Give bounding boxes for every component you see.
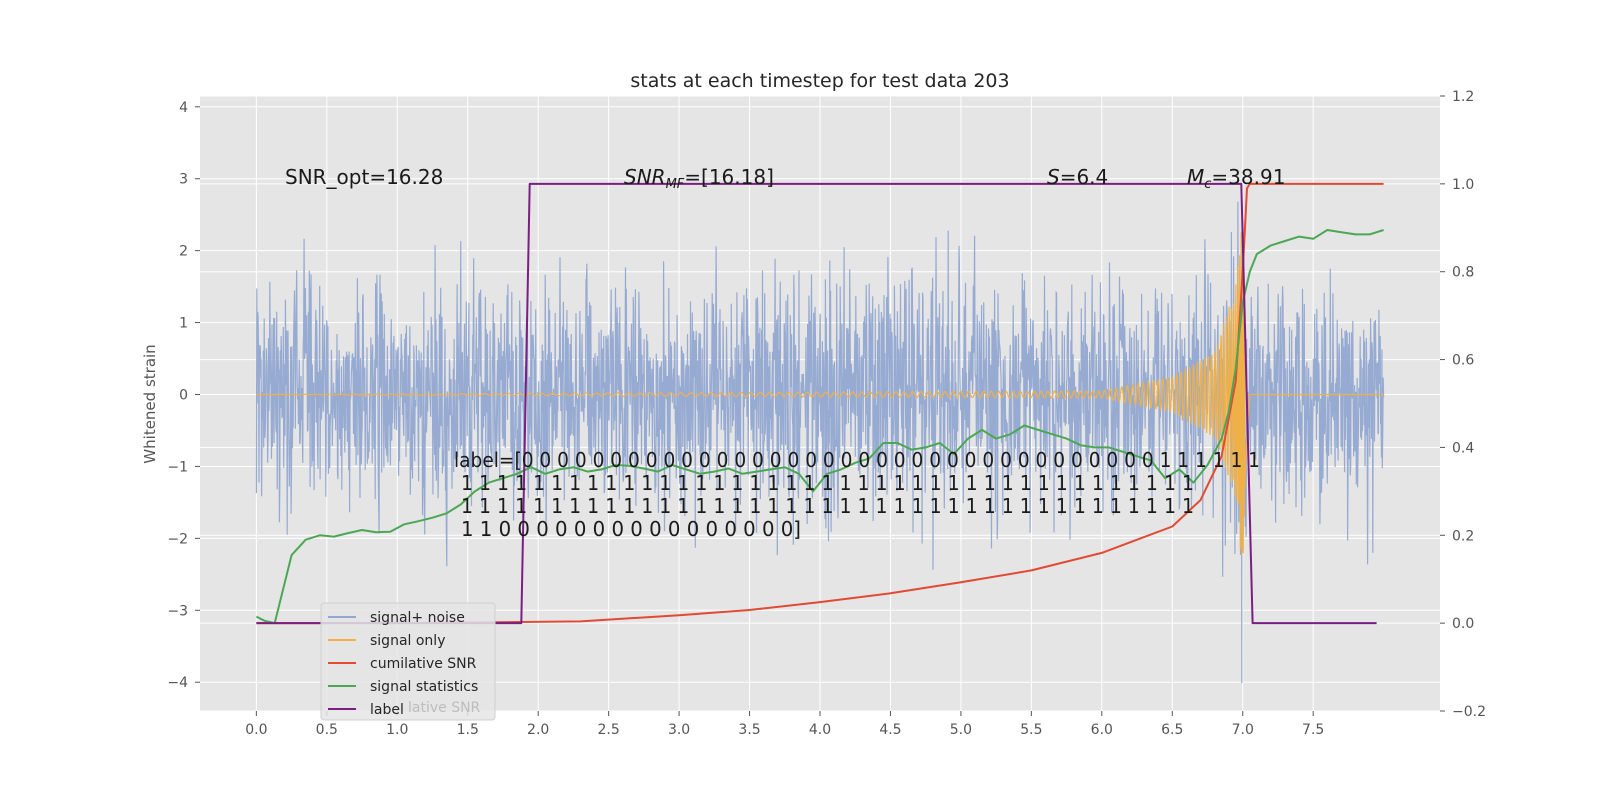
annotation-s: S=6.4 (1047, 165, 1108, 189)
y2-tick-label: 0.2 (1452, 528, 1474, 544)
series-signal-statistics (255, 229, 1384, 625)
y-tick-label: 0 (179, 388, 188, 404)
legend-label-cumilative-snr: cumilative SNR (370, 656, 477, 672)
x-tick-label: 6.0 (1091, 722, 1113, 738)
y-axis-label: Whitened strain (141, 344, 159, 463)
series-signal-plus-noise (255, 201, 1385, 684)
y2-tick-label: 0.6 (1452, 353, 1474, 369)
y-axis-right: −0.2 0.0 0.2 0.4 0.6 0.8 1.0 1.2 (1440, 89, 1486, 720)
x-tick-label: 2.0 (527, 722, 549, 738)
label-line: label=[0 0 0 0 0 0 0 0 0 0 0 0 0 0 0 0 0… (454, 448, 1260, 472)
y2-tick-label: 0.8 (1452, 265, 1474, 281)
legend-label-label: label (370, 702, 404, 718)
legend-label-signal-only: signal only (370, 633, 445, 649)
x-tick-label: 0.5 (316, 722, 338, 738)
x-tick-label: 0.0 (245, 722, 267, 738)
chart-title: stats at each timestep for test data 203 (630, 70, 1009, 92)
annotation-snr-opt: SNR_opt=16.28 (285, 165, 443, 189)
x-tick-label: 7.0 (1232, 722, 1254, 738)
y2-tick-label: 0.0 (1452, 616, 1474, 632)
legend-box (320, 602, 496, 721)
x-tick-label: 4.5 (879, 722, 901, 738)
x-tick-label: 6.5 (1161, 722, 1183, 738)
signal-trace (256, 232, 1384, 556)
label-line: 1 1 0 0 0 0 0 0 0 0 0 0 0 0 0 0 0 0] (461, 517, 801, 541)
y-tick-label: −4 (167, 675, 188, 691)
legend-overlap-text: lative SNR (408, 700, 481, 716)
x-tick-label: 1.0 (386, 722, 408, 738)
series-signal-only (256, 232, 1384, 556)
annotation-label-array: label=[0 0 0 0 0 0 0 0 0 0 0 0 0 0 0 0 0… (454, 448, 1260, 541)
y2-tick-label: 1.0 (1452, 177, 1474, 193)
y-tick-label: 2 (179, 244, 188, 260)
x-tick-label: 5.0 (950, 722, 972, 738)
legend-label-signal-statistics: signal statistics (370, 679, 478, 695)
signal-statistics-line (255, 229, 1384, 625)
noise-trace (255, 201, 1385, 684)
label-line: 1 1 1 1 1 1 1 1 1 1 1 1 1 1 1 1 1 1 1 1 … (461, 494, 1194, 518)
y-tick-label: 4 (179, 100, 188, 116)
y-axis-left: −4 −3 −2 −1 0 1 2 3 4 (167, 100, 200, 691)
legend: lative SNR signal+ noise signal only cum… (320, 602, 496, 721)
y-tick-label: 1 (179, 316, 188, 332)
annotation-snr-mf: SNRMF=[16.18] (624, 165, 774, 192)
legend-label-signal-plus-noise: signal+ noise (370, 610, 465, 626)
x-tick-label: 7.5 (1302, 722, 1324, 738)
x-tick-label: 1.5 (457, 722, 479, 738)
y-tick-label: −1 (167, 459, 188, 475)
annotation-mc: Mc=38.91 (1187, 165, 1285, 192)
x-axis: 0.0 0.5 1.0 1.5 2.0 2.5 3.0 3.5 4.0 4.5 5.0 5.5 6.0 6… (245, 711, 1324, 738)
y2-tick-label: 1.2 (1452, 89, 1474, 105)
y-tick-label: 3 (179, 172, 188, 188)
y2-tick-label: 0.4 (1452, 440, 1474, 456)
x-tick-label: 3.5 (738, 722, 760, 738)
y-tick-label: −2 (167, 531, 188, 547)
x-tick-label: 3.0 (668, 722, 690, 738)
x-tick-label: 5.5 (1020, 722, 1042, 738)
y2-tick-label: −0.2 (1452, 704, 1486, 720)
x-tick-label: 2.5 (598, 722, 620, 738)
y-tick-label: −3 (167, 603, 188, 619)
x-tick-label: 4.0 (809, 722, 831, 738)
label-line: 1 1 1 1 1 1 1 1 1 1 1 1 1 1 1 1 1 1 1 1 … (461, 471, 1194, 495)
